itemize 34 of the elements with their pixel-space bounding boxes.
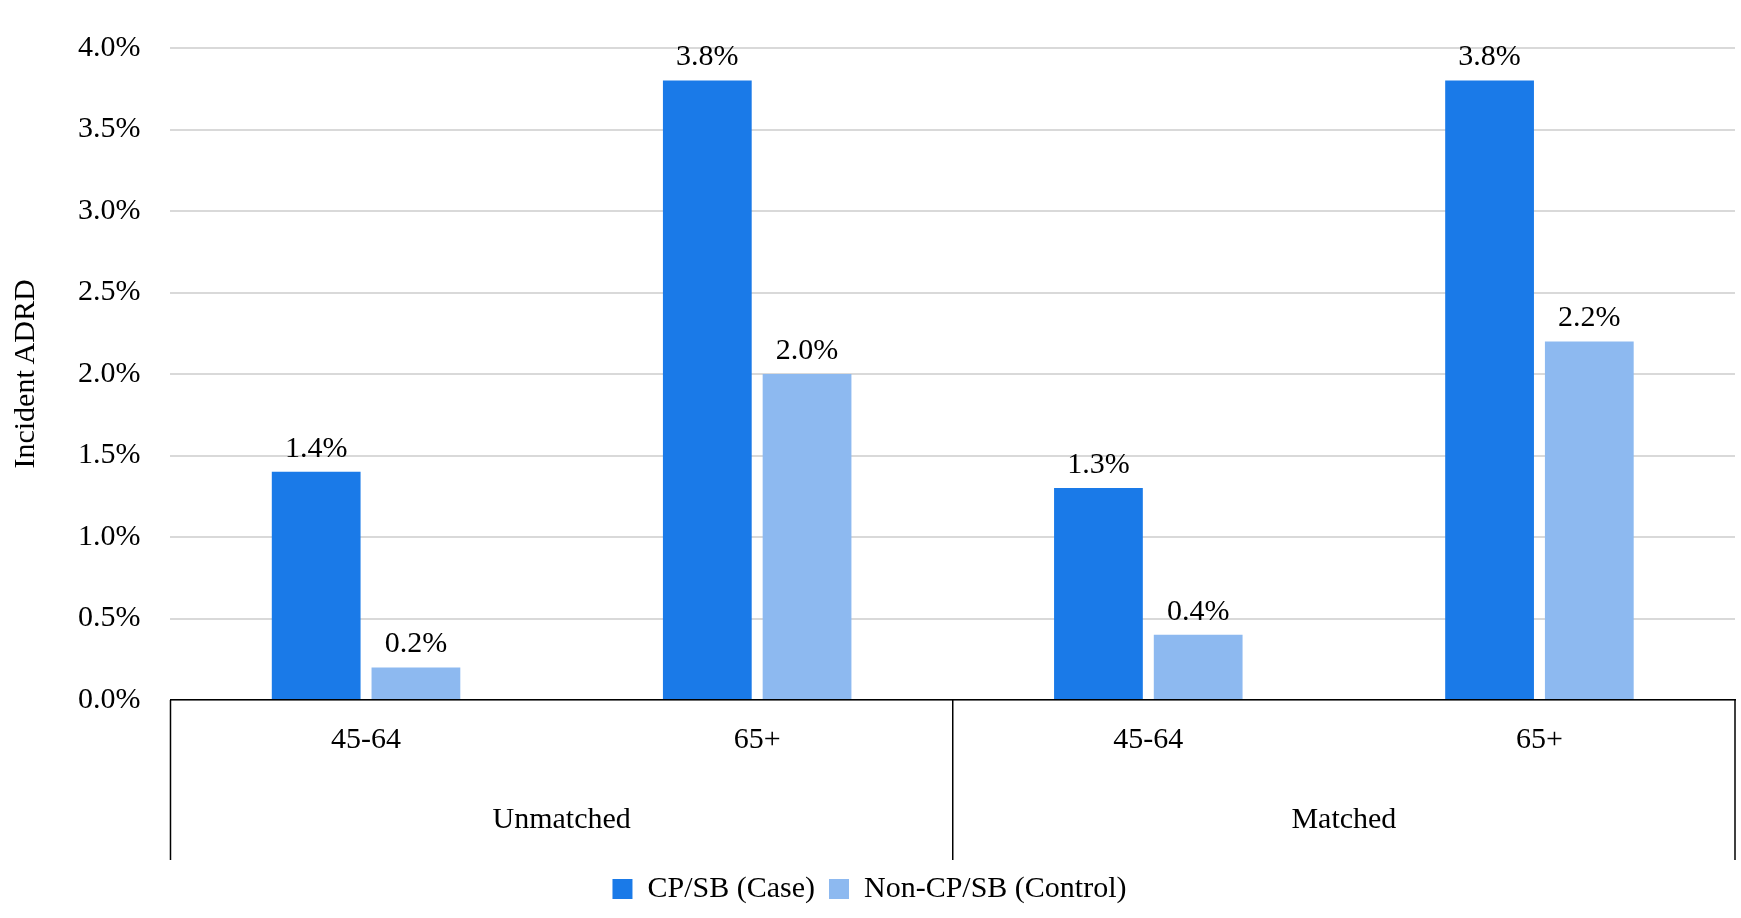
data-label: 0.2%	[384, 625, 448, 659]
data-label: 1.4%	[284, 429, 348, 463]
legend-label: CP/SB (Case)	[647, 869, 816, 904]
x-tick-label: 45-64	[331, 720, 402, 754]
x-tick-label: 65+	[1515, 720, 1563, 754]
y-tick-label: 4.0%	[77, 28, 141, 62]
y-tick-label: 3.0%	[77, 191, 141, 225]
y-tick-label: 2.0%	[77, 354, 141, 388]
bar	[662, 80, 752, 699]
y-tick-label: 2.5%	[77, 273, 141, 307]
y-tick-label: 0.0%	[77, 680, 141, 714]
bar	[1544, 341, 1634, 699]
y-tick-label: 1.5%	[77, 436, 141, 470]
y-tick-label: 0.5%	[77, 599, 141, 633]
data-label: 3.8%	[676, 38, 739, 72]
bar	[1445, 80, 1534, 699]
legend-label: Non-CP/SB (Control)	[864, 869, 1127, 904]
data-label: 0.4%	[1166, 592, 1230, 626]
y-tick-label: 3.5%	[77, 110, 141, 144]
bar	[371, 667, 461, 699]
bar	[1054, 488, 1143, 699]
x-tick-label: 45-64	[1113, 720, 1184, 754]
bar	[271, 471, 361, 699]
bar	[1153, 634, 1243, 699]
data-label: 2.2%	[1558, 299, 1621, 333]
data-label: 2.0%	[775, 331, 839, 365]
text: Matched	[1291, 800, 1397, 834]
x-tick-label: 65+	[733, 720, 781, 754]
data-label: 3.8%	[1458, 38, 1521, 72]
bar	[762, 374, 852, 699]
y-tick-label: 1.0%	[77, 517, 141, 551]
data-label: 1.3%	[1067, 445, 1130, 479]
y-axis-title: Incident ADRD	[6, 279, 40, 469]
text: Unmatched	[492, 800, 631, 834]
